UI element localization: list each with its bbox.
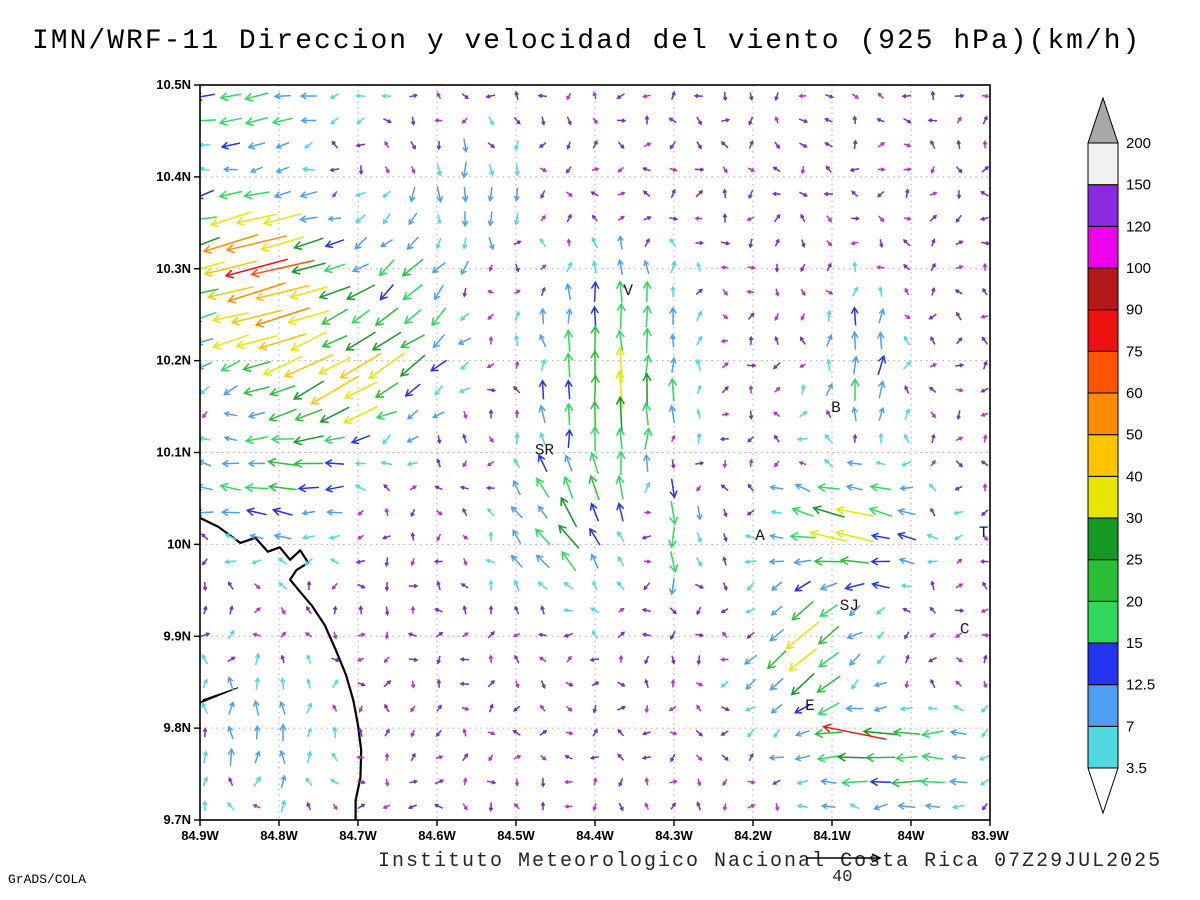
svg-text:84.5W: 84.5W: [497, 828, 535, 843]
svg-text:150: 150: [1126, 177, 1151, 194]
svg-text:10.3N: 10.3N: [156, 261, 191, 276]
svg-text:84.8W: 84.8W: [260, 828, 298, 843]
svg-text:9.9N: 9.9N: [164, 628, 191, 643]
svg-text:A: A: [755, 527, 765, 545]
svg-text:20: 20: [1126, 593, 1143, 610]
svg-text:10.2N: 10.2N: [156, 353, 191, 368]
svg-text:SJ: SJ: [840, 597, 859, 615]
svg-text:10.5N: 10.5N: [156, 77, 191, 92]
grid-lines: [200, 85, 990, 820]
svg-text:25: 25: [1126, 552, 1143, 569]
svg-text:84W: 84W: [898, 828, 925, 843]
svg-text:84.4W: 84.4W: [576, 828, 614, 843]
y-axis-labels: 10.5N 10.4N 10.3N 10.2N 10.1N 10N 9.9N 9.8N 9.7N: [156, 77, 200, 827]
colorbar: 3.5 7 12.5 15 20 25 30 40 50 60 75 90 100 120 150 200: [1087, 96, 1155, 815]
svg-text:V: V: [623, 282, 633, 300]
svg-text:10.4N: 10.4N: [156, 169, 191, 184]
svg-text:84.1W: 84.1W: [813, 828, 851, 843]
svg-text:9.7N: 9.7N: [164, 812, 191, 827]
wind-arrows: [200, 90, 990, 813]
svg-text:200: 200: [1126, 135, 1151, 152]
svg-text:30: 30: [1126, 510, 1143, 527]
svg-text:83.9W: 83.9W: [971, 828, 1009, 843]
svg-text:10.1N: 10.1N: [156, 445, 191, 460]
svg-text:7: 7: [1126, 718, 1134, 735]
svg-text:SR: SR: [535, 442, 555, 460]
reference-vector-label: 40: [832, 868, 853, 887]
x-axis-labels: 84.9W 84.8W 84.7W 84.6W 84.5W 84.4W 84.3W 84.2W…: [181, 820, 1010, 843]
svg-text:90: 90: [1126, 302, 1143, 319]
svg-text:3.5: 3.5: [1126, 760, 1147, 777]
colorbar-below-triangle: [1087, 767, 1119, 815]
reference-vector: [806, 853, 882, 863]
svg-text:T: T: [979, 524, 989, 542]
svg-text:84.9W: 84.9W: [181, 828, 219, 843]
svg-text:40: 40: [1126, 468, 1143, 485]
grads-credit: GrADS/COLA: [8, 872, 87, 887]
svg-text:B: B: [831, 399, 841, 417]
svg-text:120: 120: [1126, 218, 1151, 235]
svg-text:10N: 10N: [167, 536, 191, 551]
svg-text:C: C: [960, 620, 970, 638]
city-labels: V B SR A SJ C E T: [535, 282, 989, 715]
svg-text:75: 75: [1126, 343, 1143, 360]
svg-text:100: 100: [1126, 260, 1151, 277]
chart-title: IMN/WRF-11 Direccion y velocidad del vie…: [32, 26, 1142, 57]
svg-text:84.3W: 84.3W: [655, 828, 693, 843]
svg-text:15: 15: [1126, 635, 1143, 652]
svg-text:84.6W: 84.6W: [418, 828, 456, 843]
footer-caption: Instituto Meteorologico Nacional Costa R…: [378, 850, 1163, 873]
svg-text:12.5: 12.5: [1126, 677, 1155, 694]
svg-text:84.7W: 84.7W: [339, 828, 377, 843]
svg-text:60: 60: [1126, 385, 1143, 402]
svg-text:50: 50: [1126, 427, 1143, 444]
svg-text:84.2W: 84.2W: [734, 828, 772, 843]
svg-text:E: E: [805, 697, 815, 715]
svg-text:9.8N: 9.8N: [164, 720, 191, 735]
colorbar-above-triangle: [1087, 96, 1119, 144]
coastline: [200, 516, 363, 820]
